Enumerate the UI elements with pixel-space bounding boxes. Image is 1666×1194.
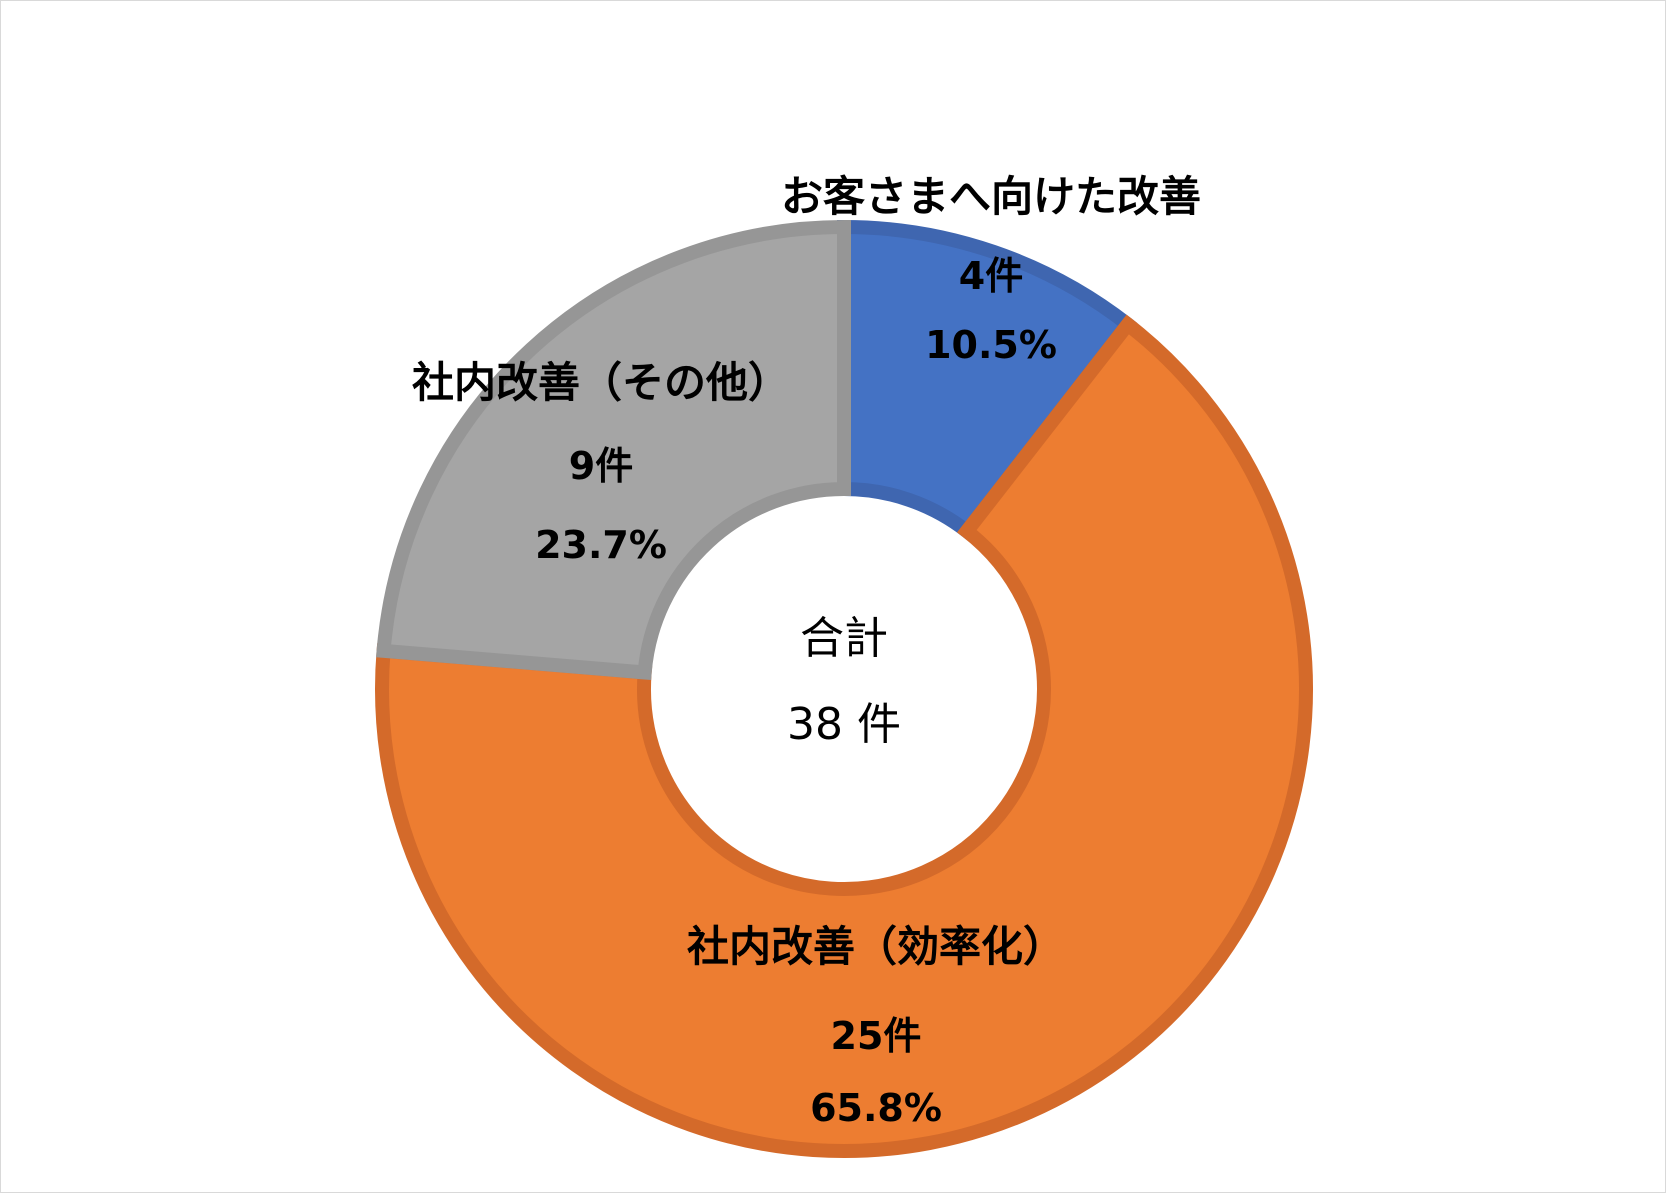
slice-1-name: お客さまへ向けた改善 [781, 172, 1201, 221]
total-label: 合計 [800, 613, 888, 664]
slice-3-percent: 23.7% [535, 523, 667, 567]
slice-1-percent: 10.5% [925, 323, 1057, 367]
donut-slice-1 [837, 219, 1138, 541]
slice-2-percent: 65.8% [810, 1086, 942, 1130]
slice-3-count: 9件 [569, 444, 633, 488]
slice-2-name: 社内改善（効率化） [687, 922, 1065, 971]
donut-slice-2 [375, 314, 1313, 1158]
slice-3-name: 社内改善（その他） [412, 358, 790, 407]
slice-1-count: 4件 [959, 254, 1023, 298]
total-value: 38 件 [787, 699, 901, 750]
donut-slice-3 [376, 219, 851, 681]
slice-2-count: 25件 [831, 1014, 922, 1058]
